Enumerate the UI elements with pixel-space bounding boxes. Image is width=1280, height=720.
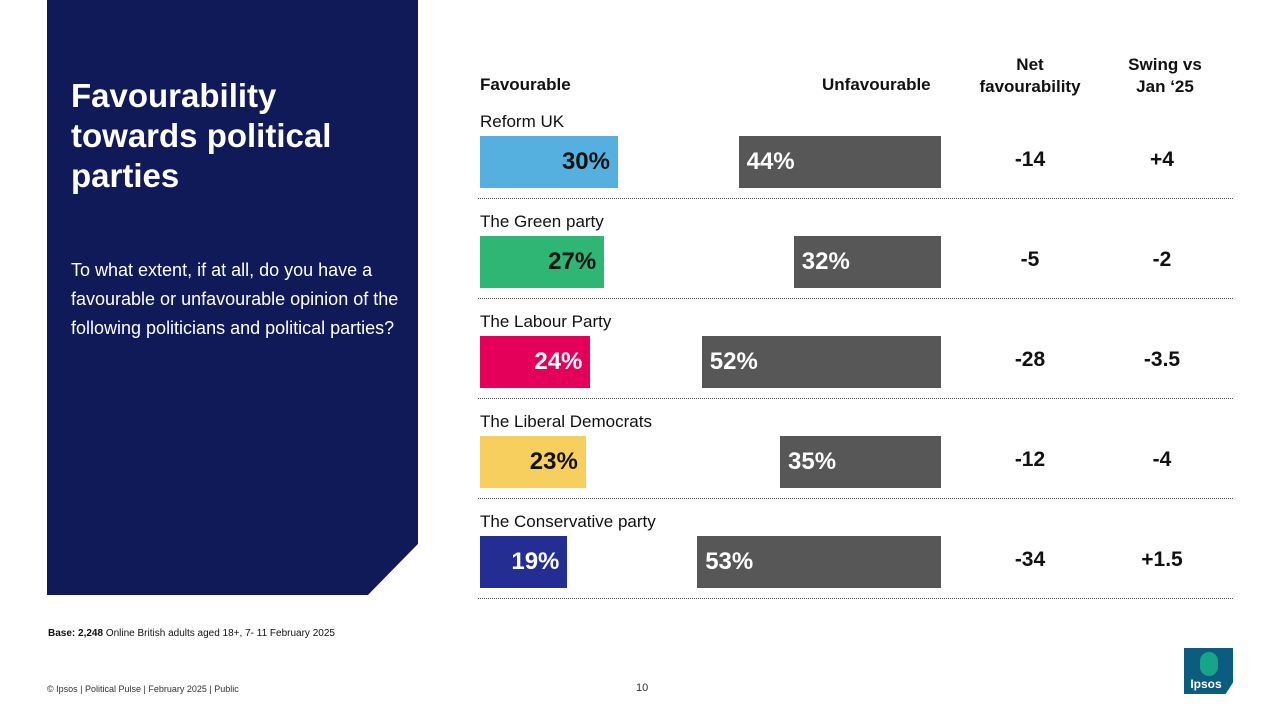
header-swing: Swing vs Jan ‘25 [1128, 55, 1202, 96]
party-label: The Labour Party [480, 312, 612, 331]
net-favourability-value: -12 [1014, 448, 1046, 471]
swing-value: +4 [1150, 148, 1174, 171]
logo-mark-icon [1200, 652, 1218, 676]
unfavourable-bar: 32% [793, 236, 941, 288]
party-label: The Conservative party [480, 512, 656, 531]
logo-text: Ipsos [1190, 677, 1222, 691]
unfavourable-bar: 53% [697, 536, 941, 588]
favourable-value-label: 23% [529, 448, 578, 475]
row-divider [478, 398, 1233, 399]
party-label: The Green party [480, 212, 604, 231]
swing-value: -3.5 [1143, 348, 1181, 371]
favourable-value-label: 30% [561, 148, 610, 175]
favourable-value-label: 27% [548, 248, 597, 275]
row-divider [478, 498, 1233, 499]
favourable-bar: 24% [480, 336, 591, 388]
copyright-footer: © Ipsos | Political Pulse | February 202… [47, 684, 239, 694]
survey-question: To what extent, if at all, do you have a… [71, 260, 399, 338]
unfavourable-bar: 44% [738, 136, 941, 188]
header-unfavourable: Unfavourable [822, 75, 931, 94]
unfavourable-bar: 52% [701, 336, 941, 388]
favourable-bar: 19% [480, 536, 568, 588]
favourable-value-label: 19% [511, 548, 560, 575]
unfavourable-value-label: 32% [801, 248, 850, 275]
net-favourability-value: -34 [1014, 548, 1046, 571]
base-note: Base: 2,248 Online British adults aged 1… [48, 628, 335, 639]
net-favourability-value: -28 [1014, 348, 1046, 371]
net-favourability-value: -5 [1020, 248, 1040, 271]
page-number: 10 [636, 682, 649, 694]
row-divider [478, 198, 1233, 199]
ipsos-logo: Ipsos [1184, 648, 1233, 694]
favourable-value-label: 24% [534, 348, 583, 375]
favourable-bar: 27% [480, 236, 605, 288]
header-net-favourability: Net favourability [979, 55, 1081, 96]
title-panel: Favourability towards political parties … [47, 0, 418, 595]
party-label: The Liberal Democrats [480, 412, 652, 431]
unfavourable-bar: 35% [780, 436, 941, 488]
unfavourable-value-label: 35% [788, 448, 837, 475]
unfavourable-value-label: 53% [705, 548, 754, 575]
swing-value: -2 [1152, 248, 1172, 271]
base-description: Online British adults aged 18+, 7- 11 Fe… [103, 628, 335, 639]
base-count: Base: 2,248 [48, 628, 104, 639]
unfavourable-value-label: 44% [746, 148, 795, 175]
header-favourable: Favourable [480, 75, 571, 94]
row-divider [478, 598, 1233, 599]
net-favourability-value: -14 [1014, 148, 1046, 171]
unfavourable-value-label: 52% [709, 348, 758, 375]
favourable-bar: 30% [480, 136, 618, 188]
page-title: Favourability towards political parties [71, 77, 332, 194]
swing-value: +1.5 [1141, 548, 1183, 571]
party-label: Reform UK [480, 112, 565, 131]
swing-value: -4 [1152, 448, 1172, 471]
row-divider [478, 298, 1233, 299]
favourable-bar: 23% [480, 436, 586, 488]
